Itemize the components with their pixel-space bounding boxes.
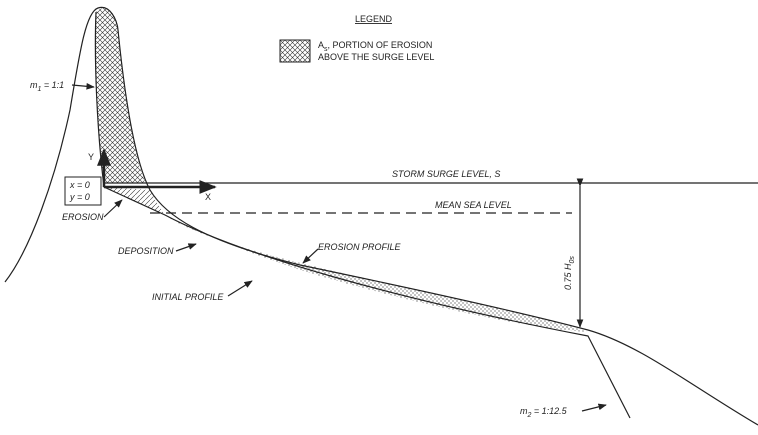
origin-y: y = 0 bbox=[69, 192, 90, 202]
leader bbox=[228, 281, 252, 296]
slope-text: = 1:12.5 bbox=[531, 406, 567, 416]
legend-line2: ABOVE THE SURGE LEVEL bbox=[318, 52, 434, 62]
leader bbox=[303, 249, 318, 263]
legend-swatch bbox=[280, 40, 310, 62]
legend-text: , PORTION OF EROSION bbox=[328, 40, 433, 50]
erosion-label: EROSION bbox=[62, 212, 104, 222]
erosion-profile bbox=[118, 30, 758, 425]
erosion-profile-label: EROSION PROFILE bbox=[318, 242, 402, 252]
diagram: x = 0 y = 0 Y X LEGEND As, PORTION OF ER… bbox=[0, 0, 758, 435]
leader bbox=[72, 85, 94, 87]
slope-text: = 1:1 bbox=[41, 80, 64, 90]
slope-upper: m1 = 1:1 bbox=[30, 80, 64, 93]
y-axis-label: Y bbox=[88, 152, 94, 162]
origin-x: x = 0 bbox=[69, 180, 90, 190]
legend-title: LEGEND bbox=[355, 14, 393, 24]
surge-label: STORM SURGE LEVEL, S bbox=[392, 169, 500, 179]
slope-lower: m2 = 1:12.5 bbox=[520, 406, 568, 419]
deposition-label: DEPOSITION bbox=[118, 246, 174, 256]
mean-sea-label: MEAN SEA LEVEL bbox=[435, 200, 512, 210]
height-text: 0.75 H bbox=[563, 263, 573, 290]
height-subscript: 0s bbox=[569, 256, 576, 264]
initial-profile-label: INITIAL PROFILE bbox=[152, 292, 224, 302]
leader bbox=[104, 200, 122, 217]
x-axis-label: X bbox=[205, 192, 211, 202]
leader bbox=[582, 405, 606, 411]
leader bbox=[176, 244, 196, 251]
height-label: 0.75 H0s bbox=[563, 256, 576, 290]
initial-profile bbox=[95, 12, 630, 418]
